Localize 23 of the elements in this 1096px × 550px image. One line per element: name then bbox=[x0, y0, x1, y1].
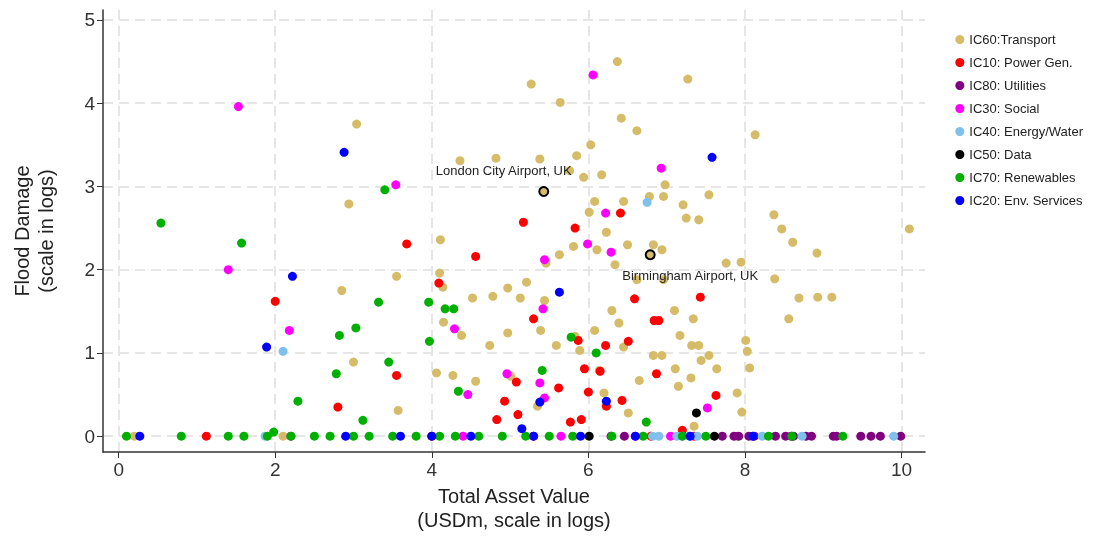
legend-label: IC50: Data bbox=[969, 147, 1033, 162]
x-axis-title: Total Asset Value (USDm, scale in logs) bbox=[417, 484, 611, 531]
y-tick-label: 0 bbox=[84, 425, 95, 447]
legend-label: IC40: Energy/Water bbox=[969, 124, 1084, 139]
y-tick-label: 3 bbox=[84, 175, 95, 197]
legend-label: IC10: Power Gen. bbox=[969, 55, 1073, 70]
y-axis-title: Flood Damage (scale in logs) bbox=[11, 165, 57, 297]
x-tick-label: 2 bbox=[269, 459, 281, 480]
x-tick-label: 10 bbox=[890, 459, 913, 480]
y-tick-label: 1 bbox=[84, 342, 95, 364]
y-tick-label: 4 bbox=[84, 92, 96, 114]
x-tick-label: 6 bbox=[583, 459, 594, 480]
x-tick-label: 4 bbox=[426, 459, 438, 480]
legend-label: IC80: Utilities bbox=[969, 78, 1047, 93]
annotation: Birmingham Airport, UK bbox=[622, 268, 759, 284]
legend-label: IC70: Renewables bbox=[969, 170, 1077, 185]
legend-label: IC20: Env. Services bbox=[969, 193, 1084, 208]
y-tick-label: 5 bbox=[84, 9, 95, 31]
y-tick-label: 2 bbox=[84, 259, 95, 281]
legend-label: IC30: Social bbox=[969, 101, 1040, 116]
x-tick-label: 8 bbox=[739, 459, 751, 480]
legend-label: IC60:Transport bbox=[969, 32, 1056, 47]
x-tick-label: 0 bbox=[113, 459, 124, 480]
